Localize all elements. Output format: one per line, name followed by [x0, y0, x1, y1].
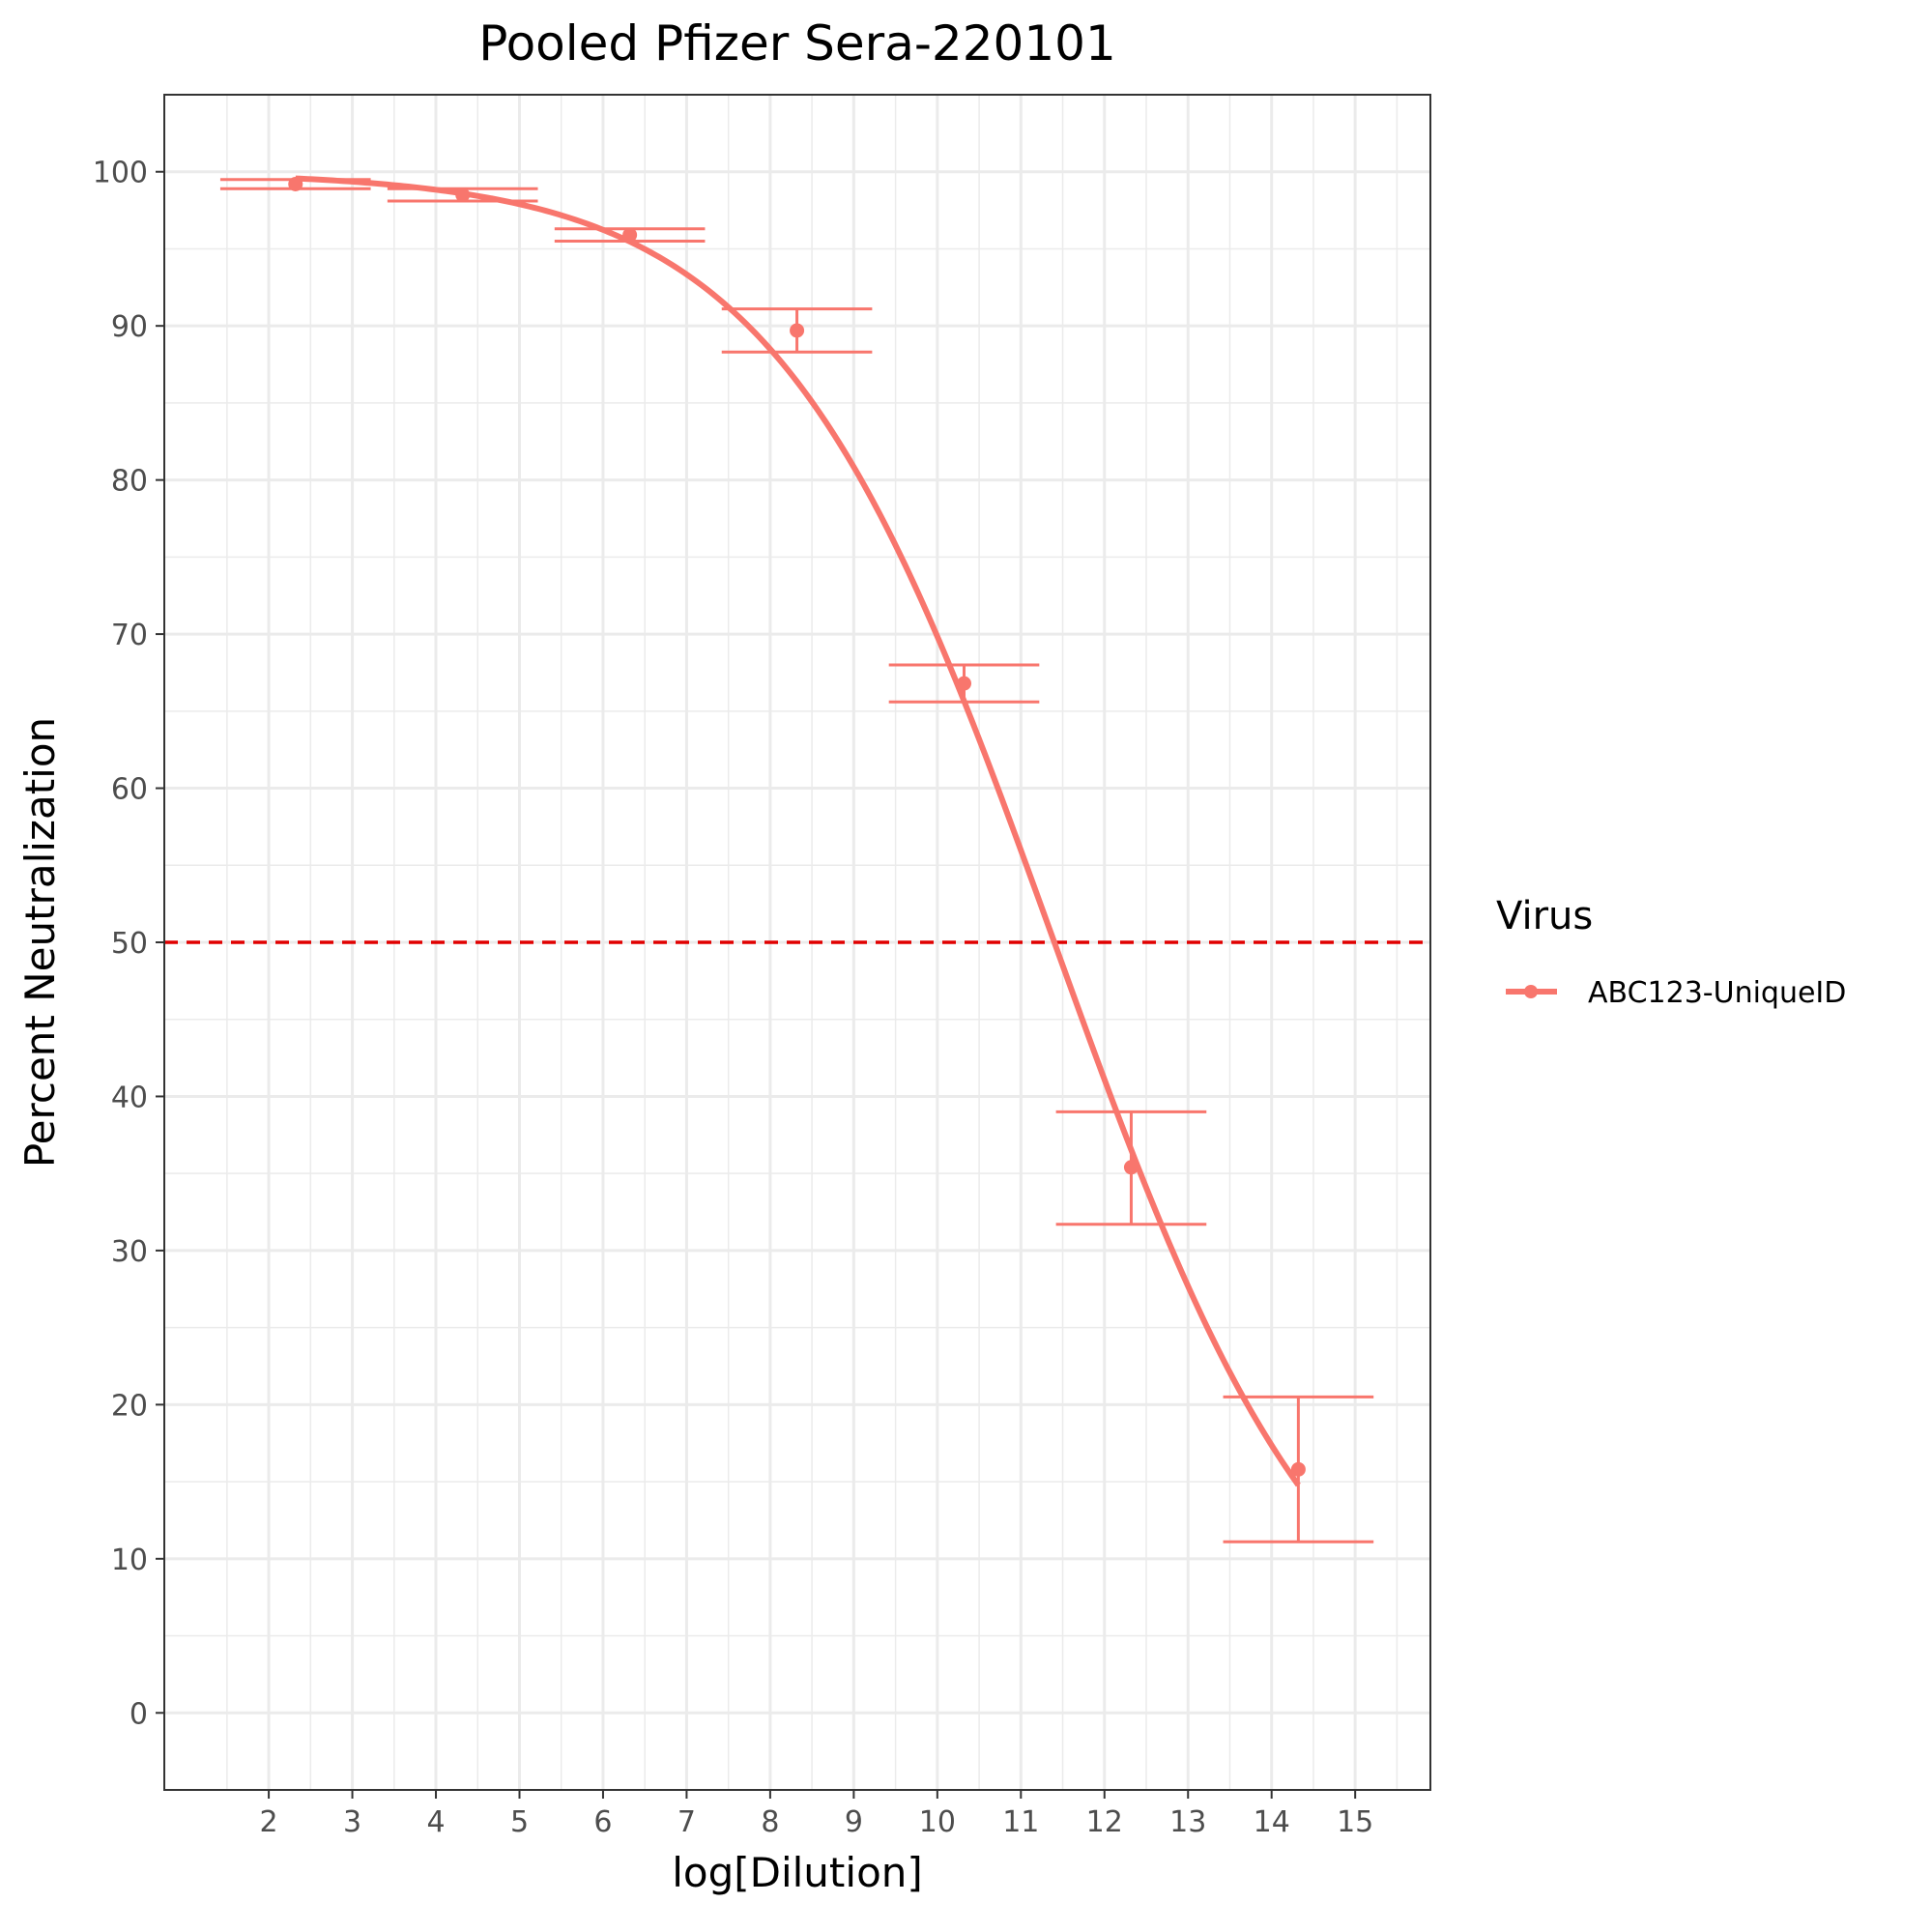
- y-tick-label: 60: [111, 773, 148, 807]
- x-tick-label: 6: [593, 1805, 612, 1839]
- data-point: [790, 323, 805, 338]
- data-point: [288, 176, 303, 191]
- y-tick-label: 100: [93, 157, 148, 190]
- y-tick-label: 0: [130, 1697, 148, 1731]
- y-tick-label: 90: [111, 310, 148, 344]
- y-tick-label: 50: [111, 927, 148, 961]
- y-tick-label: 20: [111, 1389, 148, 1423]
- x-tick-label: 14: [1254, 1805, 1290, 1839]
- x-axis-title: log[Dilution]: [672, 1849, 923, 1896]
- x-tick-label: 9: [845, 1805, 863, 1839]
- x-tick-label: 13: [1169, 1805, 1206, 1839]
- x-tick-label: 3: [343, 1805, 361, 1839]
- y-axis-ticks: 0 10 20 30 40 50 60 70 80 90 100: [93, 157, 164, 1731]
- x-tick-label: 5: [510, 1805, 529, 1839]
- y-tick-label: 40: [111, 1081, 148, 1114]
- x-tick-label: 2: [260, 1805, 278, 1839]
- y-tick-label: 10: [111, 1543, 148, 1577]
- legend-label: ABC123-UniqueID: [1588, 976, 1846, 1010]
- y-tick-label: 30: [111, 1235, 148, 1269]
- data-point: [1123, 1160, 1139, 1175]
- data-points-layer: [288, 176, 1306, 1477]
- legend: Virus ABC123-UniqueID: [1496, 894, 1846, 1010]
- data-point: [622, 227, 638, 243]
- legend-title: Virus: [1496, 894, 1593, 938]
- legend-key-point: [1524, 985, 1538, 998]
- x-tick-label: 15: [1337, 1805, 1373, 1839]
- data-point: [455, 187, 471, 203]
- x-tick-label: 7: [678, 1805, 696, 1839]
- data-point: [957, 676, 972, 691]
- data-point: [1290, 1461, 1306, 1477]
- y-axis-title: Percent Neutralization: [16, 717, 64, 1168]
- x-tick-label: 11: [1002, 1805, 1039, 1839]
- x-tick-label: 12: [1086, 1805, 1123, 1839]
- y-tick-label: 70: [111, 619, 148, 652]
- chart-title: Pooled Pfizer Sera-220101: [478, 15, 1116, 72]
- x-tick-label: 8: [761, 1805, 779, 1839]
- x-tick-label: 10: [919, 1805, 956, 1839]
- x-tick-label: 4: [426, 1805, 445, 1839]
- x-axis-ticks: 2 3 4 5 6 7 8 9 10 11 12 13 14 15: [260, 1790, 1373, 1839]
- y-tick-label: 80: [111, 465, 148, 499]
